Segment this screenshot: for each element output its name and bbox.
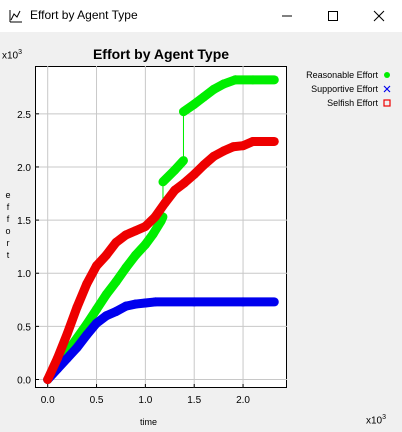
square-marker [121, 230, 130, 239]
legend-label: Supportive Effort [311, 84, 378, 94]
y-tick-label: 1.5 [17, 216, 31, 227]
x-axis-label: time [140, 417, 158, 427]
minimize-icon [282, 15, 292, 17]
dot-marker [179, 107, 188, 116]
dot-marker [170, 166, 179, 175]
square-marker [248, 137, 257, 146]
x-axis-multiplier: x103 [366, 414, 387, 427]
x-marker [239, 297, 248, 306]
y-axis-label-char: r [6, 238, 10, 248]
square-marker [209, 152, 218, 161]
dot-marker [92, 305, 101, 314]
x-marker [73, 343, 81, 352]
square-marker [151, 212, 160, 221]
close-icon [373, 10, 385, 22]
legend-dot-marker [384, 72, 390, 78]
x-tick-label: 0.5 [90, 395, 104, 406]
square-marker [141, 222, 150, 231]
dot-marker [190, 100, 199, 109]
square-marker [239, 141, 248, 150]
legend-label: Reasonable Effort [306, 70, 378, 80]
maximize-icon [328, 11, 338, 21]
dot-marker [141, 240, 150, 249]
minimize-button[interactable] [264, 0, 310, 32]
x-marker [151, 297, 160, 306]
square-marker [199, 160, 208, 169]
dot-marker [131, 251, 140, 260]
dot-marker [149, 229, 158, 238]
dot-marker [121, 263, 130, 272]
square-marker [270, 137, 279, 146]
dot-marker [112, 277, 121, 286]
x-marker [121, 302, 130, 311]
chart-app-icon [9, 10, 22, 23]
x-marker [92, 319, 101, 328]
x-marker [270, 297, 279, 306]
x-marker [190, 297, 199, 306]
y-tick-label: 2.5 [17, 110, 31, 121]
legend-label: Selfish Effort [327, 98, 378, 108]
x-marker [131, 300, 140, 309]
y-axis-multiplier: x103 [2, 49, 23, 62]
legend-square-marker [383, 99, 391, 107]
y-tick-label: 0.5 [17, 322, 31, 333]
y-tick-label: 2.0 [17, 163, 31, 174]
square-marker [219, 147, 228, 156]
y-axis-label-char: o [5, 226, 11, 236]
chart-title: Effort by Agent Type [92, 46, 230, 62]
y-axis-label-char: e [5, 190, 11, 200]
square-marker [102, 251, 111, 260]
x-tick-label: 1.5 [187, 395, 201, 406]
window-title: Effort by Agent Type [30, 8, 138, 22]
square-marker [63, 329, 72, 338]
x-marker [112, 307, 121, 316]
square-marker [170, 186, 179, 195]
y-axis-label-char: f [6, 214, 10, 224]
x-tick-label: 2.0 [236, 395, 250, 406]
x-marker [102, 311, 111, 320]
square-marker [43, 375, 52, 384]
dot-marker [179, 156, 188, 165]
dot-marker [219, 80, 228, 89]
series-band [62, 319, 92, 357]
y-axis-label-char: f [6, 202, 10, 212]
x-marker [141, 298, 150, 307]
y-tick-label: 1.0 [17, 269, 31, 280]
x-marker [82, 330, 91, 339]
dot-marker [102, 290, 111, 299]
dot-marker [270, 75, 279, 84]
dot-marker [158, 177, 167, 186]
y-tick-label: 0.0 [17, 375, 31, 386]
x-tick-label: 0.0 [41, 395, 55, 406]
close-button[interactable] [356, 0, 402, 32]
y-axis-label-char: t [6, 250, 10, 260]
dot-marker [209, 85, 218, 94]
maximize-button[interactable] [310, 0, 356, 32]
square-marker [112, 238, 121, 247]
square-marker [82, 279, 91, 288]
square-marker [229, 142, 238, 151]
dot-marker [231, 75, 240, 84]
series-band [62, 302, 82, 339]
x-marker [63, 354, 72, 363]
square-marker [190, 170, 199, 179]
square-marker [92, 261, 101, 270]
square-marker [73, 303, 81, 312]
square-marker [180, 178, 189, 187]
x-tick-label: 1.0 [138, 395, 152, 406]
title-bar: Effort by Agent Type [0, 0, 402, 32]
dot-marker [199, 92, 208, 101]
dot-marker [248, 75, 257, 84]
legend-x-marker [383, 85, 391, 93]
square-marker [53, 354, 62, 363]
square-marker [131, 226, 140, 235]
square-marker [160, 199, 169, 208]
